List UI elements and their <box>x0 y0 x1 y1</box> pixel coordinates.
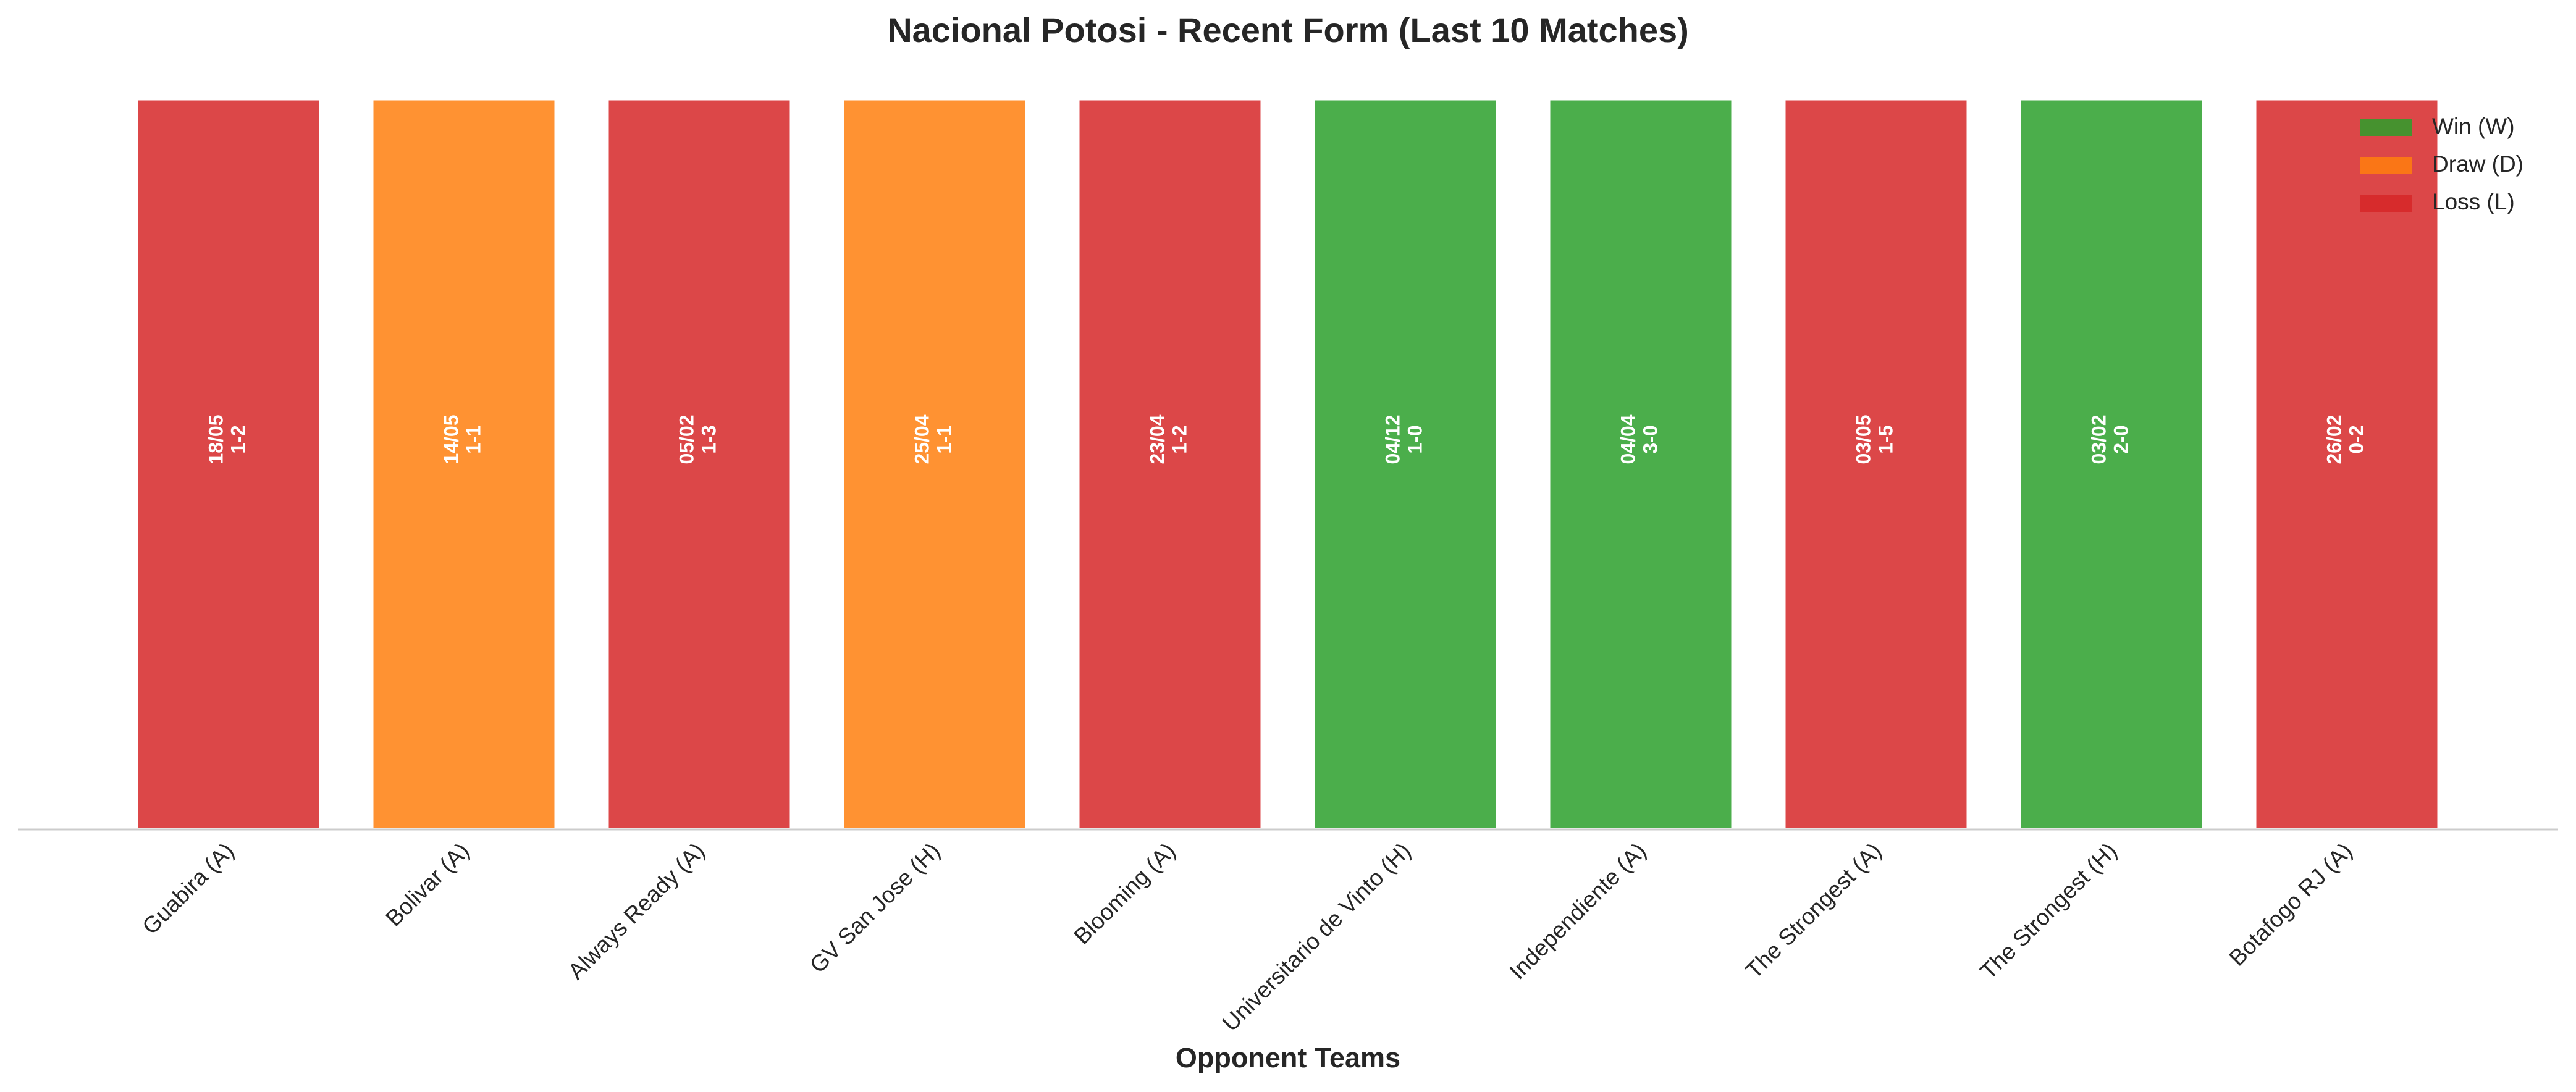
bar <box>2253 97 2441 831</box>
legend-label: Draw (D) <box>2432 151 2523 177</box>
bar-score-label: 1-2 <box>227 425 249 453</box>
bar-score-label: 1-2 <box>1168 425 1190 453</box>
bar-date-label: 23/04 <box>1146 414 1168 464</box>
bar-date-label: 04/12 <box>1381 414 1404 464</box>
bar <box>2018 97 2205 831</box>
bar <box>1547 97 1735 831</box>
legend-label: Loss (L) <box>2432 189 2515 214</box>
bar-score-label: 1-3 <box>697 425 720 453</box>
bar-date-label: 18/05 <box>204 414 227 464</box>
bar-score-label: 3-0 <box>1639 425 1661 453</box>
legend-swatch <box>2360 195 2412 212</box>
bar-date-label: 03/05 <box>1852 414 1874 464</box>
bar-date-label: 26/02 <box>2323 414 2345 464</box>
bar-date-label: 05/02 <box>675 414 697 464</box>
bar-score-label: 1-1 <box>933 425 955 453</box>
bar <box>605 97 793 831</box>
bar-score-label: 1-0 <box>1404 425 1426 453</box>
legend-swatch <box>2360 119 2412 136</box>
chart-title: Nacional Potosi - Recent Form (Last 10 M… <box>887 10 1689 49</box>
bar-score-label: 1-1 <box>462 425 484 453</box>
bar-score-label: 0-2 <box>2345 425 2367 453</box>
bar <box>1076 97 1264 831</box>
bar-date-label: 25/04 <box>911 414 933 464</box>
bar <box>370 97 558 831</box>
bar <box>841 97 1029 831</box>
bar-date-label: 03/02 <box>2087 414 2110 464</box>
bar-date-label: 04/04 <box>1617 414 1639 464</box>
bar-score-label: 2-0 <box>2110 425 2132 453</box>
bar <box>135 97 322 831</box>
x-axis-label: Opponent Teams <box>1176 1042 1400 1073</box>
bar-score-label: 1-5 <box>1874 425 1896 453</box>
legend-label: Win (W) <box>2432 114 2515 139</box>
bar <box>1782 97 1970 831</box>
bar <box>1311 97 1499 831</box>
legend-swatch <box>2360 157 2412 174</box>
bar-date-label: 14/05 <box>440 414 462 464</box>
